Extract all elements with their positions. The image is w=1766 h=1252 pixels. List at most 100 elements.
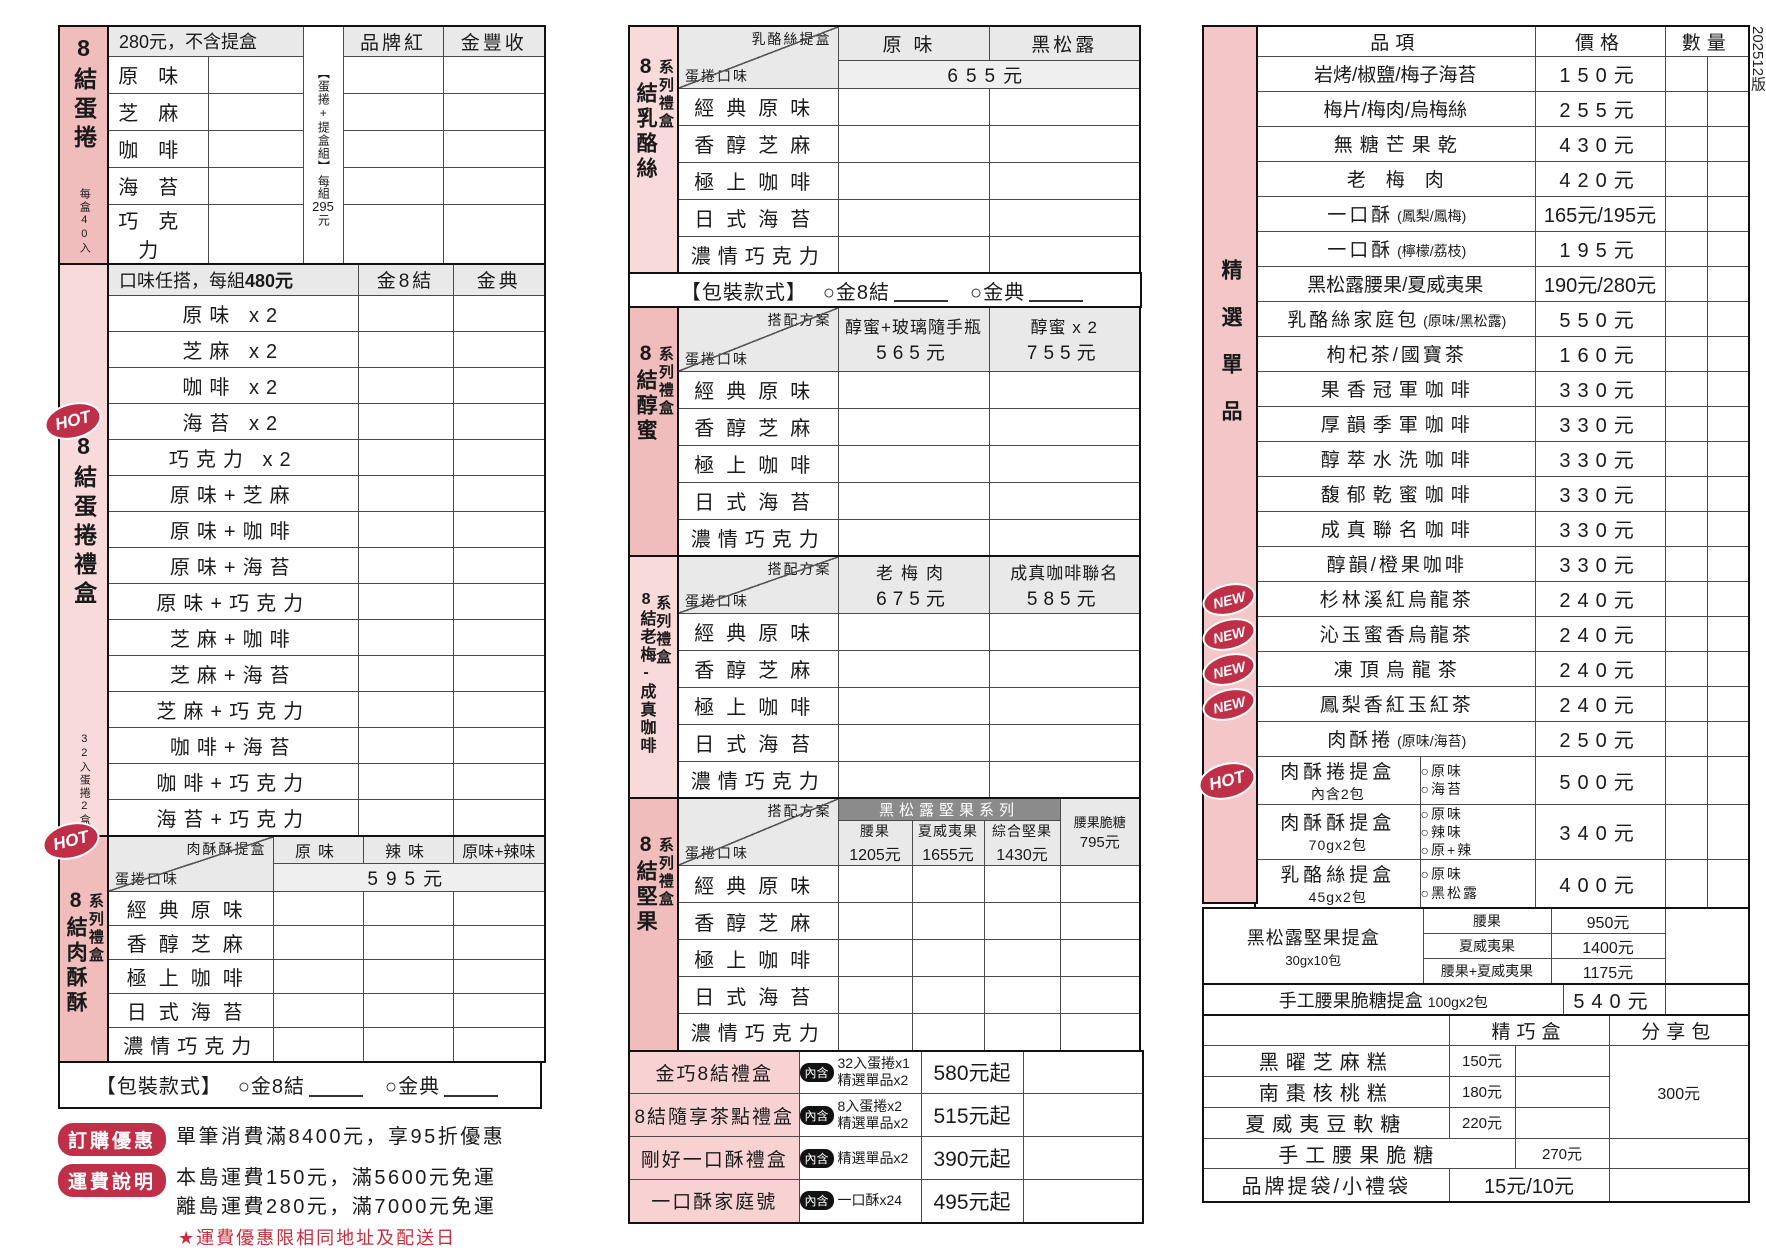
qty-cell-golden[interactable] — [452, 763, 546, 800]
packaging-option-gold8[interactable]: ○金8結 — [237, 1076, 306, 1098]
packaging-blank-gold8[interactable] — [894, 284, 949, 302]
qty-cell-golden[interactable] — [452, 691, 546, 728]
qty-cell-gold8[interactable] — [357, 295, 454, 332]
qty-cell[interactable] — [911, 902, 985, 940]
qty-cell[interactable] — [837, 235, 990, 274]
qty-cell[interactable] — [1059, 976, 1141, 1014]
qty-cell[interactable] — [837, 198, 990, 237]
qty-cell-gold8[interactable] — [357, 547, 454, 584]
option-choice[interactable]: ○原味 — [1420, 866, 1463, 883]
qty-cell[interactable] — [362, 925, 454, 960]
packaging-blank-gold8[interactable] — [309, 1079, 364, 1097]
qty-cell-golden[interactable] — [452, 331, 546, 368]
qty-cell[interactable] — [272, 959, 364, 994]
qty-cell[interactable] — [1664, 615, 1708, 652]
qty-cell[interactable] — [988, 161, 1141, 200]
qty-cell[interactable] — [207, 203, 304, 264]
qty-cell[interactable] — [1664, 405, 1708, 442]
qty-cell[interactable] — [1706, 803, 1750, 861]
option-choice[interactable]: ○原味 — [1420, 805, 1463, 822]
qty-cell[interactable] — [1706, 55, 1750, 92]
option-choice[interactable]: ○黑松露 — [1420, 884, 1479, 901]
qty-cell[interactable] — [983, 865, 1061, 903]
qty-cell[interactable] — [207, 55, 304, 94]
qty-cell[interactable] — [1706, 335, 1750, 372]
qty-cell[interactable] — [983, 1013, 1061, 1051]
qty-cell[interactable] — [207, 166, 304, 205]
qty-cell[interactable] — [1706, 475, 1750, 512]
qty-cell-golden[interactable] — [452, 475, 546, 512]
qty-cell[interactable] — [362, 891, 454, 926]
qty-cell-golden-harvest[interactable] — [442, 203, 546, 264]
qty-cell[interactable] — [988, 444, 1141, 483]
qty-cell[interactable] — [1059, 902, 1141, 940]
qty-cell[interactable] — [837, 902, 913, 940]
qty-cell[interactable] — [988, 518, 1141, 557]
qty-cell-golden[interactable] — [452, 295, 546, 332]
option-choice[interactable]: ○原+辣 — [1420, 841, 1474, 858]
qty-cell[interactable] — [1706, 685, 1750, 722]
qty-cell[interactable] — [1664, 160, 1708, 197]
qty-cell-golden[interactable] — [452, 655, 546, 692]
qty-cell-golden[interactable] — [452, 619, 546, 656]
qty-cell[interactable] — [837, 124, 990, 163]
qty-cell-golden[interactable] — [452, 367, 546, 404]
qty-cell[interactable] — [1022, 1050, 1144, 1094]
qty-cell[interactable] — [362, 1027, 454, 1062]
qty-cell[interactable] — [911, 865, 985, 903]
qty-cell[interactable] — [988, 370, 1141, 409]
qty-cell[interactable] — [1664, 580, 1708, 617]
qty-cell[interactable] — [452, 925, 546, 960]
qty-cell[interactable] — [362, 993, 454, 1028]
qty-cell[interactable] — [1664, 983, 1750, 1016]
qty-cell[interactable] — [1706, 265, 1750, 302]
qty-cell-golden[interactable] — [452, 799, 546, 836]
qty-cell[interactable] — [452, 891, 546, 926]
qty-cell[interactable] — [207, 92, 304, 131]
qty-cell[interactable] — [1514, 1044, 1610, 1077]
qty-cell[interactable] — [837, 865, 913, 903]
qty-cell[interactable] — [1664, 510, 1708, 547]
qty-cell[interactable] — [452, 993, 546, 1028]
option-choice[interactable]: ○原味 — [1420, 762, 1463, 779]
qty-cell[interactable] — [837, 649, 990, 688]
qty-cell[interactable] — [837, 939, 913, 977]
qty-cell-golden-harvest[interactable] — [442, 55, 546, 94]
qty-cell-brand-red[interactable] — [342, 166, 444, 205]
qty-cell[interactable] — [272, 891, 364, 926]
qty-cell[interactable] — [1664, 230, 1708, 267]
qty-cell[interactable] — [911, 1013, 985, 1051]
qty-cell[interactable] — [1664, 335, 1708, 372]
qty-cell[interactable] — [911, 939, 985, 977]
qty-cell[interactable] — [1664, 125, 1708, 162]
qty-cell-gold8[interactable] — [357, 799, 454, 836]
qty-cell[interactable] — [837, 1013, 913, 1051]
qty-cell[interactable] — [988, 407, 1141, 446]
qty-cell[interactable] — [1706, 615, 1750, 652]
qty-cell[interactable] — [272, 925, 364, 960]
qty-cell[interactable] — [1706, 160, 1750, 197]
qty-cell[interactable] — [1706, 510, 1750, 547]
qty-cell[interactable] — [983, 939, 1061, 977]
qty-cell[interactable] — [1706, 650, 1750, 687]
qty-cell[interactable] — [452, 1027, 546, 1062]
qty-cell[interactable] — [1664, 650, 1708, 687]
qty-cell-golden-harvest[interactable] — [442, 92, 546, 131]
qty-cell-gold8[interactable] — [357, 763, 454, 800]
qty-cell-golden-harvest[interactable] — [442, 166, 546, 205]
qty-cell-gold8[interactable] — [357, 511, 454, 548]
qty-cell[interactable] — [988, 481, 1141, 520]
packaging-blank-golden[interactable] — [444, 1079, 499, 1097]
qty-cell-golden[interactable] — [452, 727, 546, 764]
option-choice[interactable]: ○海苔 — [1420, 781, 1463, 797]
packaging-option-golden[interactable]: ○金典 — [970, 281, 1026, 304]
qty-cell[interactable] — [1664, 475, 1708, 512]
qty-cell-brand-red[interactable] — [342, 55, 444, 94]
qty-cell[interactable] — [1706, 370, 1750, 407]
qty-cell[interactable] — [1706, 300, 1750, 337]
qty-cell[interactable] — [988, 124, 1141, 163]
qty-cell[interactable] — [911, 976, 985, 1014]
qty-cell[interactable] — [1706, 90, 1750, 127]
qty-cell-golden[interactable] — [452, 511, 546, 548]
qty-cell-gold8[interactable] — [357, 367, 454, 404]
